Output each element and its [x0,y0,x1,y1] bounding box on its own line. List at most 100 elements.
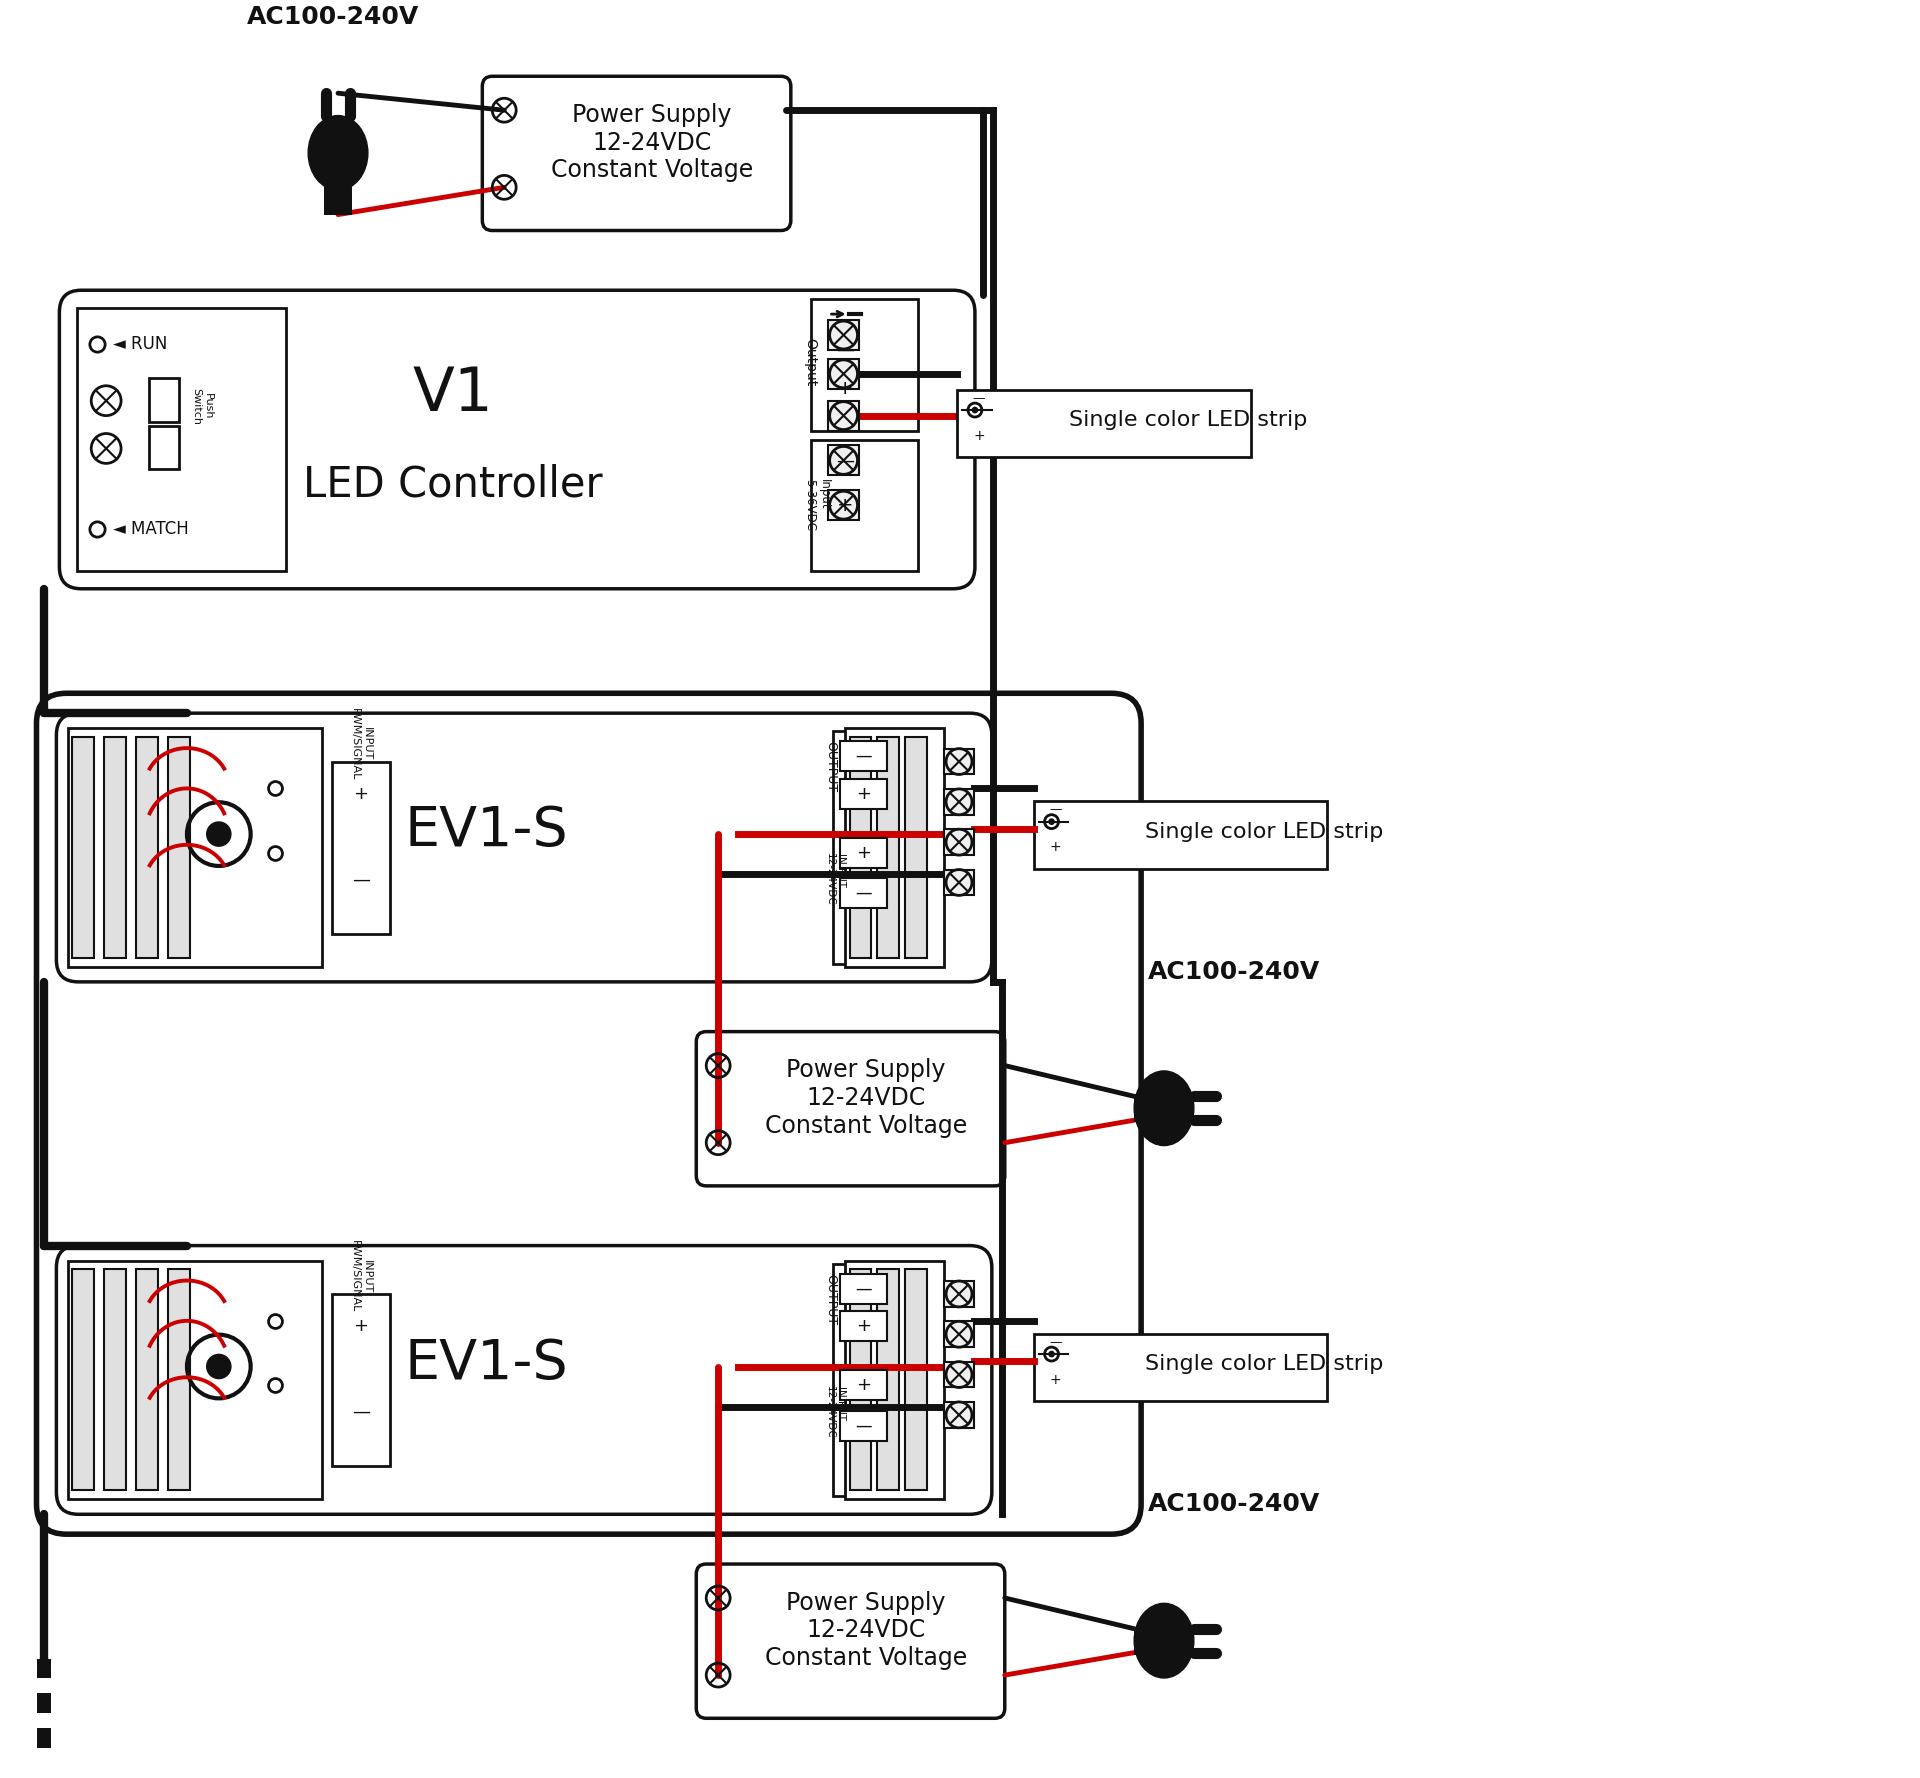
Bar [332,1294,390,1465]
Text: —: — [837,341,854,359]
Bar [828,320,860,350]
Text: Single color LED strip: Single color LED strip [1144,1355,1384,1374]
Text: +: + [837,379,854,398]
Circle shape [207,821,230,846]
Bar [104,738,127,958]
Bar [945,1401,973,1428]
Bar [839,1410,887,1440]
Text: LED Controller: LED Controller [303,464,603,505]
Bar [828,491,860,521]
FancyBboxPatch shape [56,713,993,981]
Bar [77,308,286,571]
Bar [839,1310,887,1341]
Text: +: + [1050,841,1062,855]
Bar [839,741,887,772]
Bar [839,1273,887,1303]
Text: +: + [353,1317,369,1335]
Bar [324,187,351,215]
Text: IN PUT
12-24VDC: IN PUT 12-24VDC [826,1385,847,1438]
Text: —: — [973,391,985,405]
Bar [945,869,973,896]
Bar [810,299,918,430]
Bar [845,1261,945,1499]
Text: Push
Switch: Push Switch [192,388,213,425]
Text: +: + [353,784,369,804]
Text: AC100-240V: AC100-240V [248,5,419,28]
Text: Single color LED strip: Single color LED strip [1069,411,1308,430]
Text: INPUT
PWM/SIGNAL: INPUT PWM/SIGNAL [349,708,372,781]
FancyBboxPatch shape [697,1031,1004,1186]
Bar [845,729,945,967]
Bar [833,1264,941,1497]
Text: Power Supply
12-24VDC
Constant Voltage: Power Supply 12-24VDC Constant Voltage [764,1591,968,1670]
Text: —: — [1050,1335,1062,1350]
Text: IN PUT
12-24VDC: IN PUT 12-24VDC [826,853,847,907]
Bar [136,1269,157,1490]
Bar [73,738,94,958]
Bar [945,789,973,814]
Circle shape [1048,820,1054,825]
Text: Power Supply
12-24VDC
Constant Voltage: Power Supply 12-24VDC Constant Voltage [551,103,753,183]
Bar [904,738,927,958]
Bar [945,1362,973,1387]
Text: V1: V1 [413,364,493,425]
FancyBboxPatch shape [697,1565,1004,1718]
Bar [104,1269,127,1490]
Bar [69,1261,323,1499]
Bar [956,389,1250,457]
Bar [877,1269,899,1490]
Bar [1033,802,1327,869]
Ellipse shape [1135,1070,1194,1145]
Circle shape [207,1355,230,1378]
Bar [136,738,157,958]
Text: —: — [1050,804,1062,816]
Text: INPUT
PWM/SIGNAL: INPUT PWM/SIGNAL [349,1241,372,1312]
Text: —: — [351,871,371,889]
Bar [810,439,918,571]
Bar [945,829,973,855]
Bar [849,738,872,958]
Bar [828,359,860,389]
Bar [833,731,941,964]
Text: +: + [837,496,854,514]
Text: Single color LED strip: Single color LED strip [1144,821,1384,841]
Bar [73,1269,94,1490]
Text: OUTPUT: OUTPUT [826,741,837,793]
Text: +: + [856,1317,872,1335]
Ellipse shape [1135,1604,1194,1678]
FancyBboxPatch shape [482,76,791,231]
Bar [839,878,887,909]
Bar [839,837,887,868]
Text: Output: Output [803,338,816,386]
Bar [167,1269,190,1490]
Text: —: — [854,1280,872,1298]
Text: OUTPUT: OUTPUT [826,1273,837,1325]
Bar [1135,1627,1160,1655]
Bar [877,738,899,958]
Circle shape [972,407,977,412]
Text: AC100-240V: AC100-240V [1148,1492,1319,1517]
Text: +: + [973,428,985,443]
Bar [38,1693,52,1714]
Bar [828,446,860,475]
Text: +: + [856,845,872,862]
Text: ◄ RUN: ◄ RUN [113,334,167,354]
Text: +: + [1050,1373,1062,1387]
Text: EV1-S: EV1-S [405,1337,568,1390]
FancyBboxPatch shape [56,1246,993,1515]
Bar [828,400,860,430]
Bar [150,377,179,421]
Bar [167,738,190,958]
Bar [332,761,390,933]
Bar [1033,1334,1327,1401]
Text: Power Supply
12-24VDC
Constant Voltage: Power Supply 12-24VDC Constant Voltage [764,1058,968,1138]
Text: —: — [854,1417,872,1435]
Bar [150,425,179,469]
Bar [839,779,887,809]
Text: +: + [856,1376,872,1394]
Ellipse shape [309,116,369,190]
Bar [945,749,973,775]
Bar [904,1269,927,1490]
Bar [69,729,323,967]
Bar [945,1280,973,1307]
